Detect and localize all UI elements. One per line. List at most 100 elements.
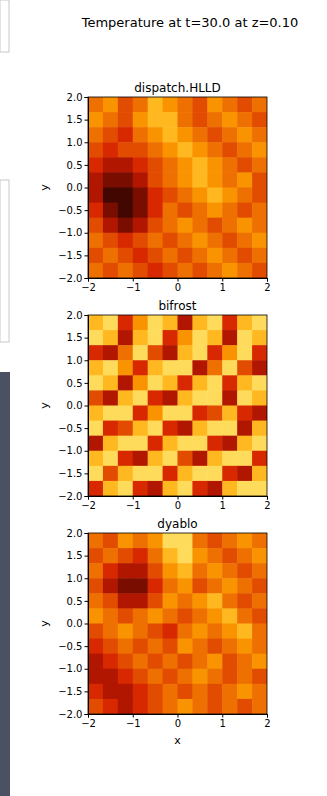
cell [178, 157, 193, 173]
y-tick-mark [85, 233, 89, 234]
cell [178, 669, 193, 685]
cell [118, 157, 133, 173]
cell [222, 218, 237, 234]
cell [207, 421, 222, 437]
cell [148, 112, 163, 128]
y-tick-label: 1.5 [67, 550, 83, 561]
cell [133, 345, 148, 361]
cell [148, 345, 163, 361]
cell [178, 127, 193, 143]
cell [222, 188, 237, 204]
panel: −2−1012−2.0−1.5−1.0−0.50.00.51.01.52.0di… [38, 81, 271, 293]
cell [252, 451, 267, 467]
cell [237, 563, 252, 579]
cell [222, 608, 237, 624]
cell [88, 218, 103, 234]
cell [207, 188, 222, 204]
cell [163, 127, 178, 143]
y-tick-mark [85, 496, 89, 497]
y-tick-mark [85, 188, 89, 189]
cell [192, 406, 207, 422]
cell [148, 481, 163, 496]
cell [133, 436, 148, 452]
x-tick-label: 0 [175, 500, 181, 511]
y-tick: 1.5 [67, 332, 88, 343]
cell [118, 345, 133, 361]
cell [192, 533, 207, 549]
cell [133, 548, 148, 564]
cell [103, 624, 118, 640]
cell [88, 233, 103, 249]
cell [163, 548, 178, 564]
cell [133, 421, 148, 437]
cell [88, 112, 103, 128]
cell [192, 466, 207, 482]
cell [118, 263, 133, 278]
cell [252, 172, 267, 188]
cell [118, 481, 133, 496]
y-tick-label: −2.0 [58, 709, 82, 720]
y-label: y [38, 620, 51, 627]
cell [88, 669, 103, 685]
cell [103, 699, 118, 714]
cell [118, 608, 133, 624]
cell [192, 390, 207, 406]
cell [163, 142, 178, 158]
cell [103, 390, 118, 406]
x-tick-label: 1 [220, 500, 226, 511]
cell [252, 684, 267, 700]
cell [148, 375, 163, 391]
cell [192, 203, 207, 219]
cell [207, 436, 222, 452]
cell [252, 699, 267, 714]
cell [192, 624, 207, 640]
cell [252, 548, 267, 564]
cell [163, 593, 178, 609]
cell [148, 533, 163, 549]
cell [118, 436, 133, 452]
y-tick-mark [85, 533, 89, 534]
cell [88, 608, 103, 624]
y-tick-label: 2.0 [67, 528, 83, 539]
cell [148, 421, 163, 437]
cell [148, 142, 163, 158]
cell [192, 684, 207, 700]
cell [103, 157, 118, 173]
cell [207, 684, 222, 700]
cell [207, 127, 222, 143]
cell [222, 142, 237, 158]
cell [207, 142, 222, 158]
cell [133, 563, 148, 579]
y-tick-label: 0.5 [67, 378, 83, 389]
y-tick-mark [85, 97, 89, 98]
cell [192, 142, 207, 158]
x-tick: −1 [126, 714, 141, 729]
cell [252, 578, 267, 594]
cell [252, 188, 267, 204]
cell [118, 669, 133, 685]
y-tick: 1.0 [67, 137, 88, 148]
cell [192, 263, 207, 278]
cell [207, 390, 222, 406]
x-tick: 0 [175, 496, 181, 511]
y-tick: −1.5 [58, 686, 88, 697]
cell [118, 233, 133, 249]
cell [178, 112, 193, 128]
cell [118, 406, 133, 422]
cell [133, 248, 148, 264]
cell [222, 436, 237, 452]
cell [192, 375, 207, 391]
cell [237, 390, 252, 406]
y-tick: 0.5 [67, 160, 88, 171]
cell [163, 218, 178, 234]
cell [222, 624, 237, 640]
y-tick-mark [85, 624, 89, 625]
cell [88, 481, 103, 496]
cell [178, 406, 193, 422]
cell [237, 142, 252, 158]
cell [148, 436, 163, 452]
y-tick: 0.0 [67, 182, 88, 193]
cell [133, 684, 148, 700]
y-tick-label: −0.5 [58, 205, 82, 216]
cell [103, 218, 118, 234]
